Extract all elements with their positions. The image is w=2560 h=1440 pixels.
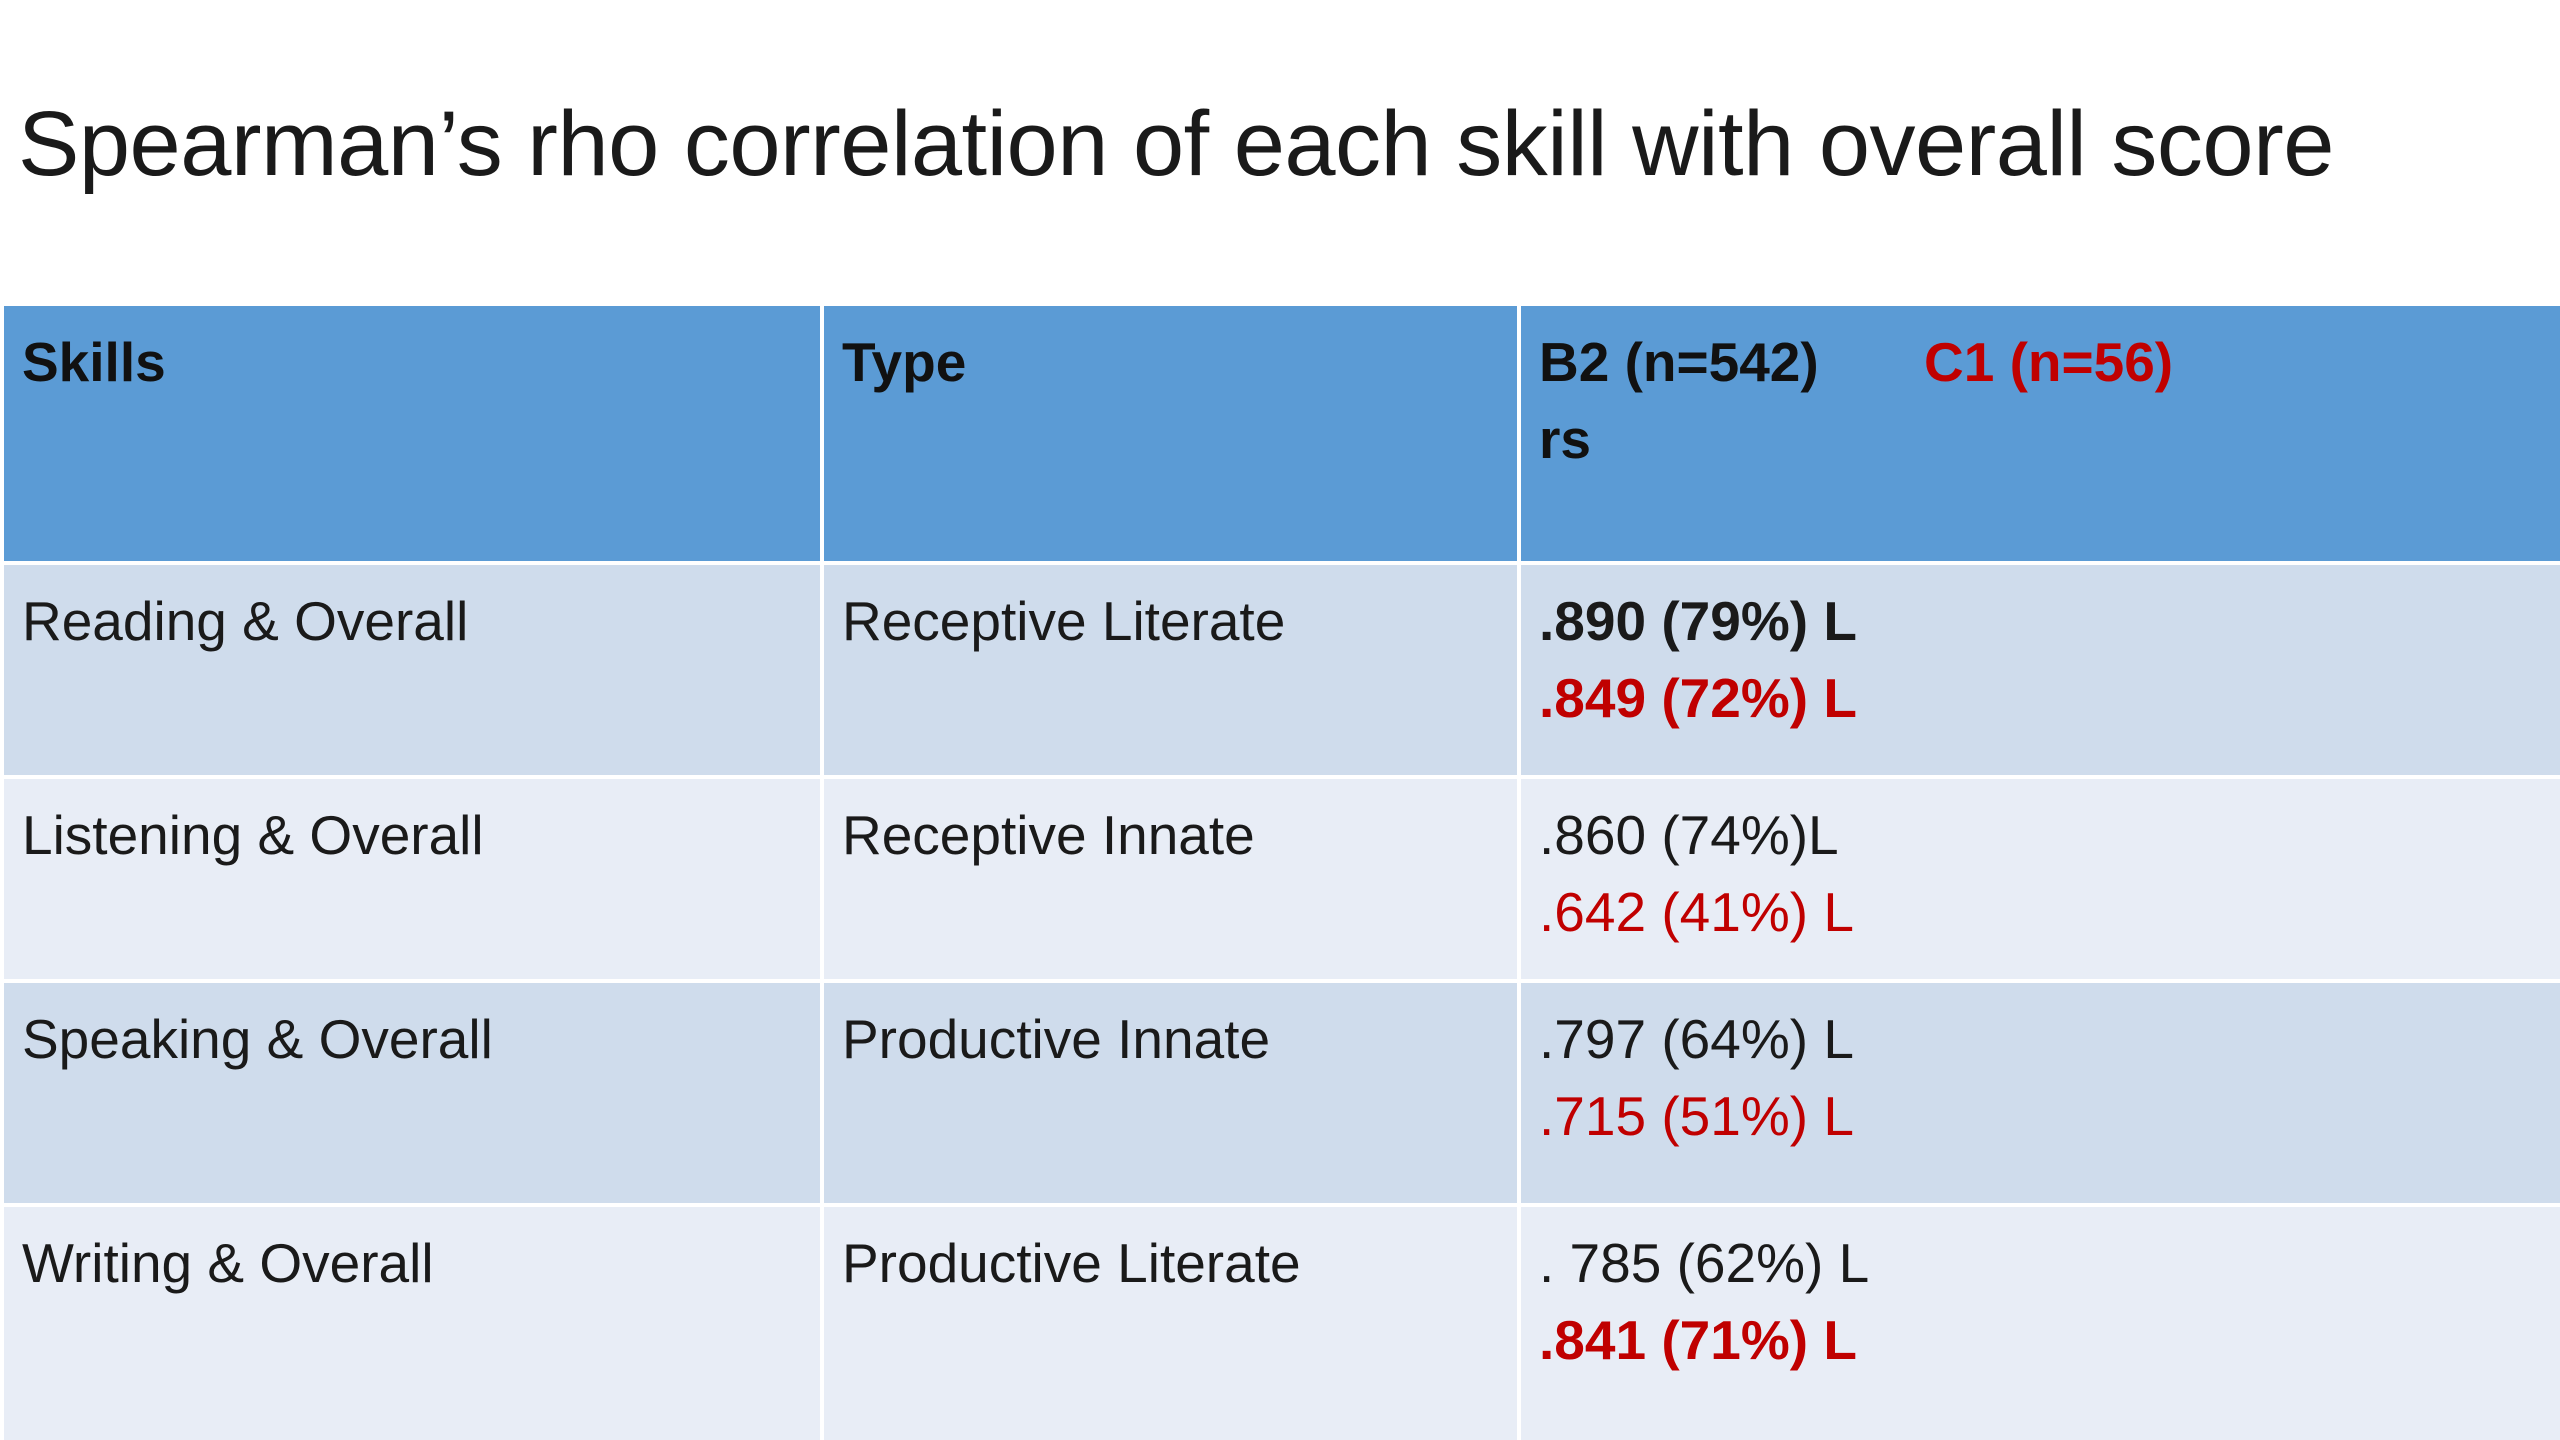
cell-skill: Writing & Overall [0, 1203, 824, 1440]
header-values: B2 (n=542) C1 (n=56) rs [1517, 302, 2560, 565]
c1-value: .841 (71%) L [1539, 1309, 1857, 1371]
b2-value: .860 (74%)L [1539, 804, 1839, 866]
cell-values: .797 (64%) L .715 (51%) L [1517, 979, 2560, 1207]
c1-value: .715 (51%) L [1539, 1085, 1854, 1147]
table-row: Speaking & Overall Productive Innate .79… [0, 979, 2560, 1207]
table-header-row: Skills Type B2 (n=542) C1 (n=56) rs [0, 302, 2560, 565]
cell-type: Receptive Innate [820, 775, 1521, 983]
header-type: Type [820, 302, 1521, 565]
b2-value: .890 (79%) L [1539, 590, 1857, 652]
b2-value: .797 (64%) L [1539, 1008, 1854, 1070]
header-c1: C1 (n=56) [1924, 331, 2174, 393]
cell-values: . 785 (62%) L .841 (71%) L [1517, 1203, 2560, 1440]
c1-value: .849 (72%) L [1539, 667, 1857, 729]
correlation-table: Skills Type B2 (n=542) C1 (n=56) rs Readi… [0, 302, 2560, 1440]
header-b2: B2 (n=542) [1539, 331, 1819, 393]
cell-values: .890 (79%) L .849 (72%) L [1517, 561, 2560, 779]
header-rs: rs [1539, 408, 1591, 470]
header-skills: Skills [0, 302, 824, 565]
table-row: Writing & Overall Productive Literate . … [0, 1203, 2560, 1440]
cell-type: Productive Literate [820, 1203, 1521, 1440]
c1-value: .642 (41%) L [1539, 881, 1854, 943]
cell-values: .860 (74%)L .642 (41%) L [1517, 775, 2560, 983]
cell-skill: Reading & Overall [0, 561, 824, 779]
cell-type: Receptive Literate [820, 561, 1521, 779]
cell-skill: Listening & Overall [0, 775, 824, 983]
table-row: Reading & Overall Receptive Literate .89… [0, 561, 2560, 779]
b2-value: . 785 (62%) L [1539, 1232, 1870, 1294]
cell-skill: Speaking & Overall [0, 979, 824, 1207]
slide-title: Spearman’s rho correlation of each skill… [18, 93, 2334, 195]
cell-type: Productive Innate [820, 979, 1521, 1207]
table-row: Listening & Overall Receptive Innate .86… [0, 775, 2560, 983]
